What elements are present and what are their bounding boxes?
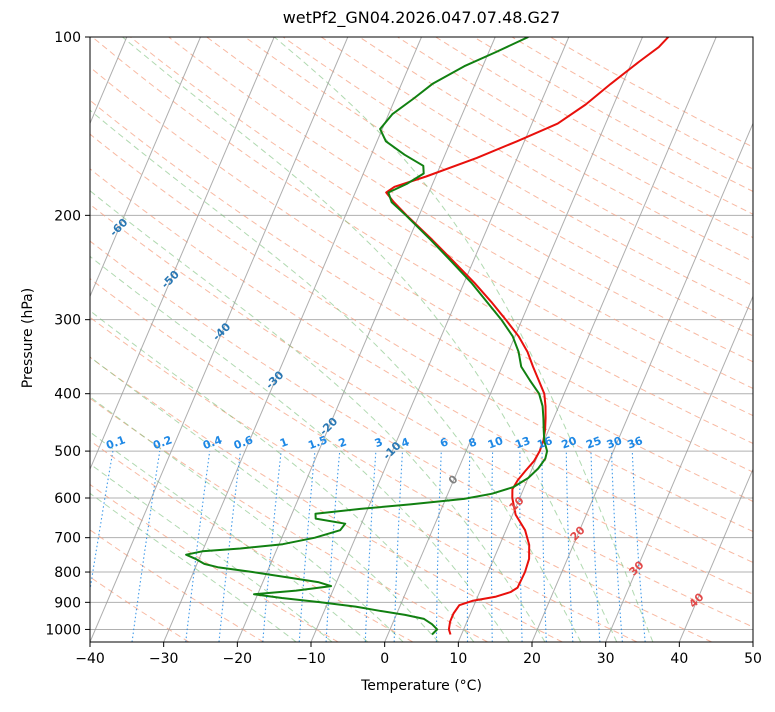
mixing-ratio-label: 13: [513, 434, 532, 451]
y-tick-label: 800: [54, 565, 81, 581]
chart-title: wetPf2_GN04.2026.047.07.48.G27: [90, 8, 753, 27]
mixing-ratio-label: 2: [337, 435, 349, 450]
mixing-ratio-line: [612, 451, 623, 642]
x-tick-label: 40: [670, 651, 688, 667]
x-tick-label: 50: [744, 651, 762, 667]
y-axis-label: Pressure (hPa): [20, 258, 36, 418]
y-tick-label: 1000: [45, 622, 81, 638]
mixing-ratio-line: [219, 451, 241, 642]
mixing-ratio-label: 25: [584, 434, 603, 451]
mixing-ratio-line: [365, 451, 376, 642]
isotherm-label: -30: [263, 368, 286, 391]
x-tick-label: 30: [597, 651, 615, 667]
mixing-ratio-label: 8: [467, 435, 479, 450]
mixing-ratio-label: 1: [278, 435, 290, 450]
x-tick-label: −20: [223, 651, 253, 667]
isotherm-label: -60: [107, 216, 130, 239]
x-tick-label: 10: [449, 651, 467, 667]
dry-adiabat: [0, 37, 264, 642]
x-tick-label: −10: [296, 651, 326, 667]
mixing-ratio-line: [467, 451, 470, 642]
mixing-ratio-label: 20: [560, 434, 579, 452]
moist-adiabat: [7, 37, 581, 642]
isotherm-label: 20: [568, 523, 588, 543]
mixing-ratio-label: 16: [535, 434, 554, 452]
isotherm-label: 10: [507, 494, 527, 514]
mixing-ratio-label: 6: [438, 435, 450, 450]
x-tick-label: 20: [523, 651, 541, 667]
y-tick-label: 700: [54, 531, 81, 547]
mixing-ratio-line: [299, 451, 315, 642]
dry-adiabat: [0, 37, 338, 642]
mixing-ratio-line: [186, 451, 210, 642]
isotherm-line: [679, 37, 775, 642]
x-tick-label: 0: [380, 651, 389, 667]
isotherm-label: -70: [53, 169, 76, 192]
dry-adiabat: [0, 37, 488, 642]
y-tick-label: 300: [54, 313, 81, 329]
dry-adiabat: [169, 37, 775, 642]
dry-adiabat: [0, 37, 562, 642]
mixing-ratio-label: 10: [486, 434, 505, 452]
dry-adiabat: [359, 37, 775, 642]
dry-adiabat: [512, 37, 775, 642]
x-tick-label: −30: [149, 651, 179, 667]
mixing-ratio-label: 0.4: [201, 433, 224, 452]
mixing-ratio-line: [566, 451, 573, 642]
mixing-ratio-label: 36: [626, 434, 645, 452]
isotherm-label: -40: [210, 320, 233, 343]
dry-adiabat: [245, 37, 775, 642]
mixing-ratio-line: [632, 451, 645, 642]
x-tick-label: −40: [75, 651, 105, 667]
mixing-ratio-line: [591, 451, 600, 642]
dry-adiabat: [0, 37, 637, 642]
moist-adiabat: [0, 37, 545, 642]
y-tick-label: 100: [54, 30, 81, 46]
mixing-ratio-label: 1.5: [306, 433, 329, 452]
isotherm-label: -50: [159, 268, 182, 291]
mixing-ratio-label: 0.2: [151, 433, 174, 452]
y-tick-label: 600: [54, 491, 81, 507]
isotherm-label: 40: [686, 590, 706, 610]
x-axis-label: Temperature (°C): [90, 678, 753, 694]
y-tick-label: 200: [54, 208, 81, 224]
dry-adiabat: [550, 37, 775, 642]
isotherm-line: [458, 37, 716, 642]
plot-area: -100-90-80-70-60-50-40-30-20-10010203040…: [0, 37, 775, 642]
isotherm-label: 30: [627, 558, 647, 578]
moist-adiabat: [0, 84, 509, 642]
isotherm-line: [753, 37, 775, 642]
mixing-ratio-label: 0.1: [104, 433, 127, 452]
isotherm-label: -80: [0, 124, 22, 147]
dry-adiabat: [92, 37, 775, 642]
mixing-ratio-line: [492, 451, 493, 642]
y-tick-label: 900: [54, 595, 81, 611]
isotherm-line: [606, 37, 775, 642]
isotherm-line: [237, 37, 495, 642]
y-tick-label: 400: [54, 387, 81, 403]
dry-adiabat: [0, 37, 712, 642]
moist-adiabat: [274, 37, 653, 642]
isotherm-line: [16, 37, 274, 642]
mixing-ratio-line: [520, 451, 522, 642]
dry-adiabat: [0, 37, 775, 642]
dry-adiabat: [207, 37, 775, 642]
y-tick-label: 500: [54, 444, 81, 460]
mixing-ratio-line: [82, 451, 113, 642]
mixing-ratio-label: 30: [605, 434, 624, 452]
dry-adiabat: [436, 37, 775, 642]
mixing-ratio-line: [436, 451, 441, 642]
